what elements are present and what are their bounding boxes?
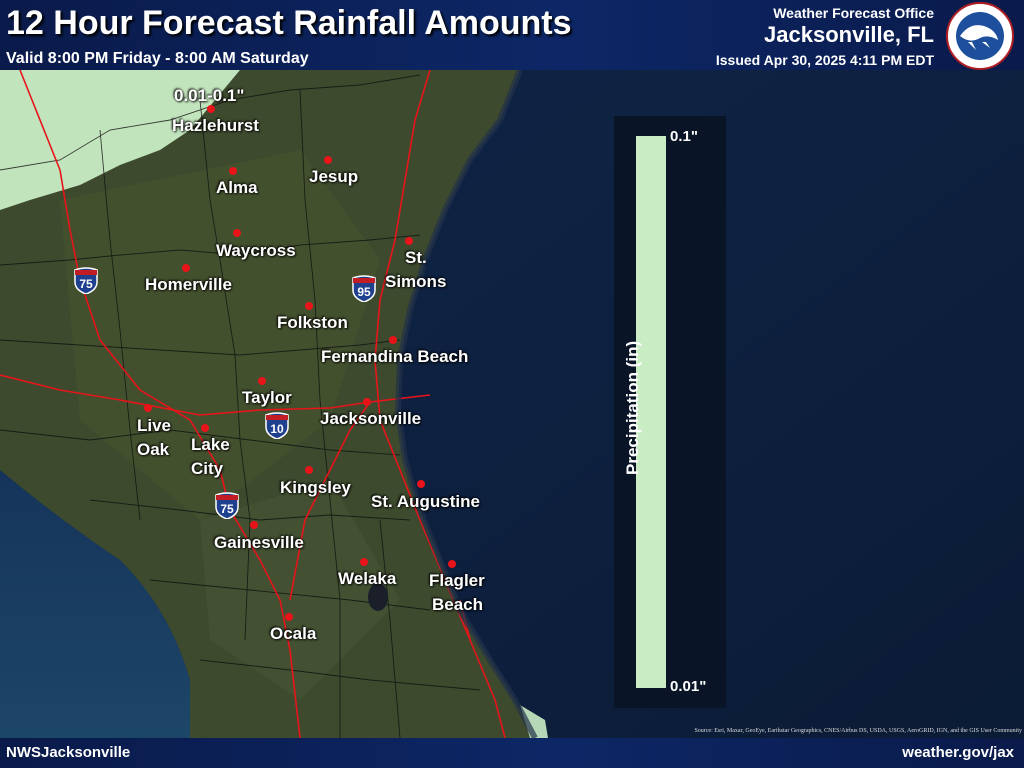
city-st-simons-line2: Simons [385,272,447,291]
interstate-75-south-label: 75 [220,502,234,516]
city-welaka: Welaka [338,569,397,588]
footer-bar: NWSJacksonville weather.gov/jax [0,738,1024,768]
city-st-simons-line1: St. [405,248,427,267]
legend-max-label: 0.1" [670,128,698,145]
source-attribution: Source: Esri, Maxar, GeoEye, Earthstar G… [694,728,1022,734]
map-title: 12 Hour Forecast Rainfall Amounts [6,4,572,42]
interstate-10-label: 10 [270,422,284,436]
city-jesup: Jesup [309,167,359,186]
interstate-75-shield-icon: 75 [74,267,98,294]
city-dot-hazlehurst [207,105,215,113]
legend-color-bar [636,136,666,688]
nws-logo-icon[interactable] [946,2,1014,70]
city-st-augustine: St. Augustine [371,492,480,511]
legend-panel [614,116,726,708]
legend-axis-label: Precipitation (in) [623,340,642,475]
city-flagler-beach-line2: Beach [432,595,484,614]
rainfall-area [0,70,240,210]
interstate-75-label: 75 [79,277,93,291]
city-dot-jesup [324,156,332,164]
valid-period: Valid 8:00 PM Friday - 8:00 AM Saturday [6,50,309,67]
city-alma: Alma [216,178,258,197]
city-waycross: Waycross [216,241,296,260]
city-jacksonville: Jacksonville [320,409,422,428]
office-label: Weather Forecast Office [773,5,934,21]
city-dot-taylor [258,377,266,385]
city-dot-waycross [233,229,241,237]
city-dot-live-oak [144,404,152,412]
interstate-10-shield-icon: 10 [265,412,289,439]
city-dot-st-augustine [417,480,425,488]
interstate-95-shield-icon: 95 [352,275,376,302]
city-dot-folkston [305,302,313,310]
city-dot-gainesville [250,521,258,529]
footer-website-link[interactable]: weather.gov/jax [902,744,1014,761]
city-live-oak-line1: Live [137,416,172,435]
city-gainesville: Gainesville [214,533,304,552]
city-dot-fernandina-beach [389,336,397,344]
office-name: Jacksonville, FL [764,22,934,47]
city-live-oak-line2: Oak [137,440,170,459]
city-dot-lake-city [201,424,209,432]
city-dot-welaka [360,558,368,566]
city-dot-kingsley [305,466,313,474]
city-folkston: Folkston [277,313,348,332]
city-fernandina-beach: Fernandina Beach [321,347,469,366]
legend-min-label: 0.01" [670,678,707,695]
city-hazlehurst: Hazlehurst [172,116,259,135]
rainfall-amount-label: 0.01-0.1" [174,86,245,105]
city-lake-city-line2: City [191,459,224,478]
city-lake-city-line1: Lake [191,435,230,454]
header-bar: 12 Hour Forecast Rainfall Amounts Valid … [0,0,1024,70]
city-dot-ocala [285,613,293,621]
city-flagler-beach-line1: Flagler [429,571,485,590]
city-dot-jacksonville [363,398,371,406]
city-ocala: Ocala [270,624,317,643]
city-dot-st-simons [405,237,413,245]
interstate-95-label: 95 [357,285,371,299]
city-dot-alma [229,167,237,175]
city-taylor: Taylor [242,388,292,407]
city-dot-flagler-beach [448,560,456,568]
city-kingsley: Kingsley [280,478,351,497]
footer-social-handle[interactable]: NWSJacksonville [6,744,131,761]
city-homerville: Homerville [145,275,232,294]
interstate-75-south-shield-icon: 75 [215,492,239,519]
issued-time: Issued Apr 30, 2025 4:11 PM EDT [715,52,934,68]
city-dot-homerville [182,264,190,272]
